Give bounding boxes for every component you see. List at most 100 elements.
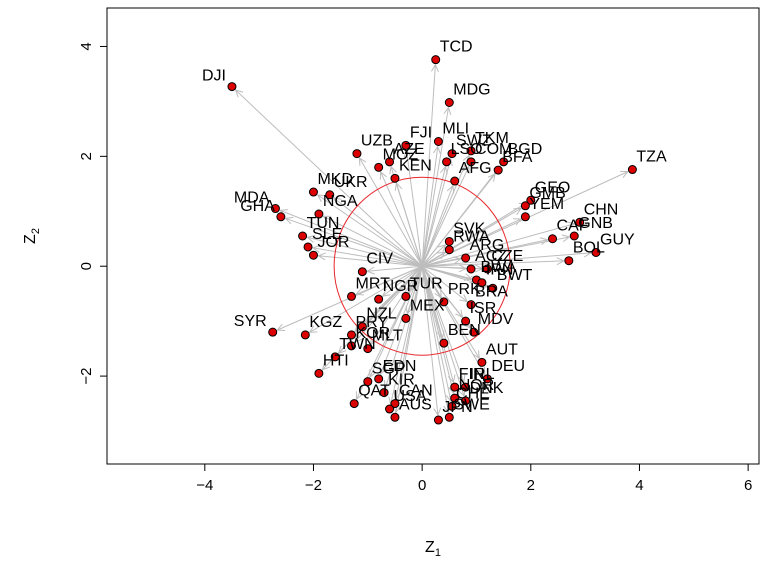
arrow-edn	[380, 266, 423, 375]
arrow-mkd	[317, 194, 423, 267]
arrowhead-nga	[322, 215, 332, 223]
arrow-bfa	[421, 173, 496, 267]
point-label-mda: MDA	[234, 190, 270, 207]
point-label-nga: NGA	[323, 193, 358, 210]
point-che	[447, 401, 457, 411]
arrow-ngr	[382, 265, 423, 297]
point-layer	[227, 55, 637, 425]
point-deu	[482, 374, 492, 384]
point-label-swe: SWE	[453, 396, 489, 413]
point-label-pry: PRY	[356, 314, 389, 331]
arrow-bra	[421, 265, 468, 302]
arrow-qat	[355, 265, 423, 400]
arrowhead-kgz	[308, 325, 318, 333]
point-label-mrt: MRT	[356, 275, 391, 292]
y-tick-label: 2	[78, 152, 95, 160]
arrow-guy	[422, 252, 592, 267]
arrowhead-civ	[366, 266, 375, 275]
point-mkd	[308, 187, 318, 197]
y-tick-label: −2	[78, 368, 95, 385]
point-label-sgp: SGP	[372, 361, 406, 378]
point-mdv	[469, 327, 479, 337]
y-axis-title-subscript: 2	[30, 228, 42, 234]
arrowhead-mkd	[316, 194, 326, 202]
point-label-bol: BOL	[573, 240, 605, 257]
point-aus	[390, 412, 400, 422]
point-pry	[347, 330, 356, 340]
point-tza	[627, 165, 637, 175]
point-label-dnk: DNK	[470, 380, 504, 397]
point-label-tkm: TKM	[475, 130, 509, 147]
point-label-mkd: MKD	[317, 171, 353, 188]
arrowhead-arg	[453, 256, 462, 265]
y-tick-label: 0	[78, 262, 95, 270]
point-tkm	[466, 146, 476, 156]
arrowhead-kor	[354, 334, 363, 343]
point-label-cze: CZE	[491, 248, 523, 265]
arrow-gha	[285, 217, 423, 267]
point-jpn	[433, 415, 443, 425]
arrowhead-svk	[437, 244, 447, 253]
point-jor	[308, 250, 318, 260]
arrow-civ	[367, 265, 423, 272]
arrow-kir	[385, 266, 423, 388]
arrow-hti	[322, 265, 423, 371]
point-syr	[268, 327, 278, 337]
point-label-che: CHE	[456, 385, 490, 402]
point-swz	[447, 149, 457, 159]
arrow-svk	[421, 244, 446, 267]
point-label-dji: DJI	[202, 68, 226, 85]
point-label-ngr: NGR	[383, 278, 419, 295]
point-label-uzb: UZB	[361, 133, 393, 150]
arrowhead-caf	[539, 237, 549, 246]
point-label-mlt: MLT	[372, 328, 403, 345]
arrow-rwa	[421, 251, 446, 267]
x-tick-label: 4	[635, 477, 643, 494]
point-sle	[303, 242, 313, 252]
point-nzl	[357, 322, 367, 332]
point-cze	[482, 264, 492, 274]
arrowhead-deu	[478, 366, 486, 376]
arrow-mlt	[370, 265, 423, 345]
point-label-civ: CIV	[366, 251, 393, 268]
arrowhead-uzb	[358, 156, 367, 166]
arrow-dnk	[421, 266, 465, 397]
point-ben	[439, 338, 449, 348]
arrowhead-gnb	[561, 234, 571, 243]
point-edn	[374, 374, 384, 384]
arrowhead-edn	[379, 366, 387, 376]
arrowhead-bfa	[487, 173, 496, 182]
point-dji	[227, 82, 237, 92]
arrowhead-gha	[284, 216, 294, 225]
x-axis-title-subscript: 1	[435, 547, 441, 559]
arrow-kor	[354, 265, 423, 343]
point-prk	[439, 297, 449, 307]
point-label-mli: MLI	[442, 121, 469, 138]
point-gnb	[569, 231, 579, 241]
arrow-chn	[421, 223, 576, 267]
point-svk	[444, 236, 454, 246]
point-label-qat: QAT	[358, 383, 390, 400]
arrow-bol	[422, 260, 564, 267]
arrow-layer	[234, 63, 629, 417]
arrow-com	[421, 166, 470, 267]
arrow-tun	[307, 236, 423, 267]
point-hti	[314, 368, 324, 378]
arrow-dji	[235, 89, 423, 267]
arrowhead-ken	[394, 182, 403, 191]
point-label-chn: CHN	[584, 201, 619, 218]
point-label-caf: CAF	[557, 218, 589, 235]
arrow-fji	[406, 150, 423, 267]
point-mdg	[444, 97, 454, 107]
point-mrt	[347, 291, 356, 301]
arrow-swz	[421, 158, 452, 267]
point-label-ukr: UKR	[334, 174, 368, 191]
arrow-pry	[354, 265, 423, 332]
point-label-svk: SVK	[453, 220, 485, 237]
arrowhead-fji	[403, 149, 412, 158]
arrow-nga	[323, 215, 423, 267]
arrowhead-irl	[457, 374, 466, 384]
point-ken	[390, 173, 400, 183]
arrowhead-aze	[389, 165, 397, 175]
